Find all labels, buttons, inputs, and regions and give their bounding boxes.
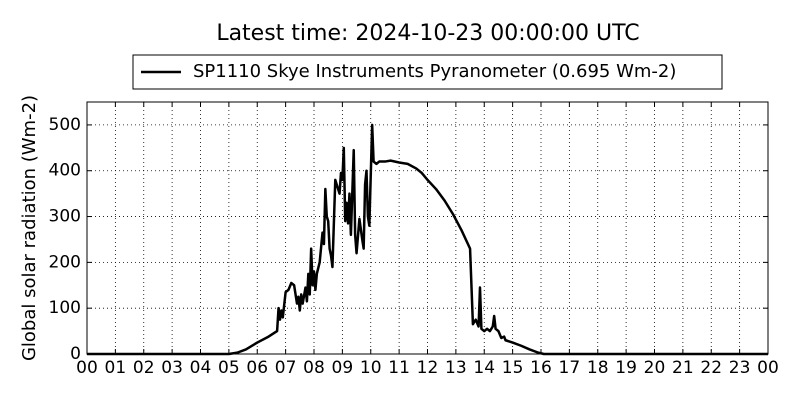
y-tick-label: 0 [70,344,81,364]
x-tick-label: 04 [190,358,212,378]
legend-box [132,54,723,90]
x-tick-label: 03 [161,358,183,378]
x-tick-label: 00 [76,358,98,378]
legend-label: SP1110 Skye Instruments Pyranometer (0.6… [193,61,676,82]
x-tick-label: 06 [246,358,268,378]
x-tick-label: 20 [644,358,666,378]
y-tick-label: 400 [49,161,81,181]
x-tick-label: 15 [502,358,524,378]
x-tick-label: 12 [417,358,439,378]
x-tick-label: 14 [473,358,495,378]
x-tick-label: 05 [218,358,240,378]
x-tick-label: 02 [133,358,155,378]
data-line [87,123,768,356]
x-tick-label: 21 [672,358,694,378]
x-tick-label: 08 [303,358,325,378]
y-axis-label: Global solar radiation (Wm-2) [19,95,40,361]
x-tick-label: 11 [388,358,410,378]
y-tick-label: 200 [49,252,81,272]
x-tick-label: 19 [615,358,637,378]
x-tick-label: 00 [757,358,779,378]
x-tick-label: 07 [275,358,297,378]
y-tick-label: 500 [49,115,81,135]
y-tick-label: 100 [49,298,81,318]
x-tick-label: 17 [559,358,581,378]
y-tick-label: 300 [49,207,81,227]
plot-frame [86,101,769,355]
chart-title: Latest time: 2024-10-23 00:00:00 UTC [216,21,639,46]
x-tick-label: 18 [587,358,609,378]
x-tick-label: 01 [105,358,127,378]
x-tick-label: 22 [700,358,722,378]
x-tick-label: 09 [332,358,354,378]
x-tick-label: 13 [445,358,467,378]
x-tick-label: 10 [360,358,382,378]
x-tick-label: 16 [530,358,552,378]
x-tick-label: 23 [729,358,751,378]
